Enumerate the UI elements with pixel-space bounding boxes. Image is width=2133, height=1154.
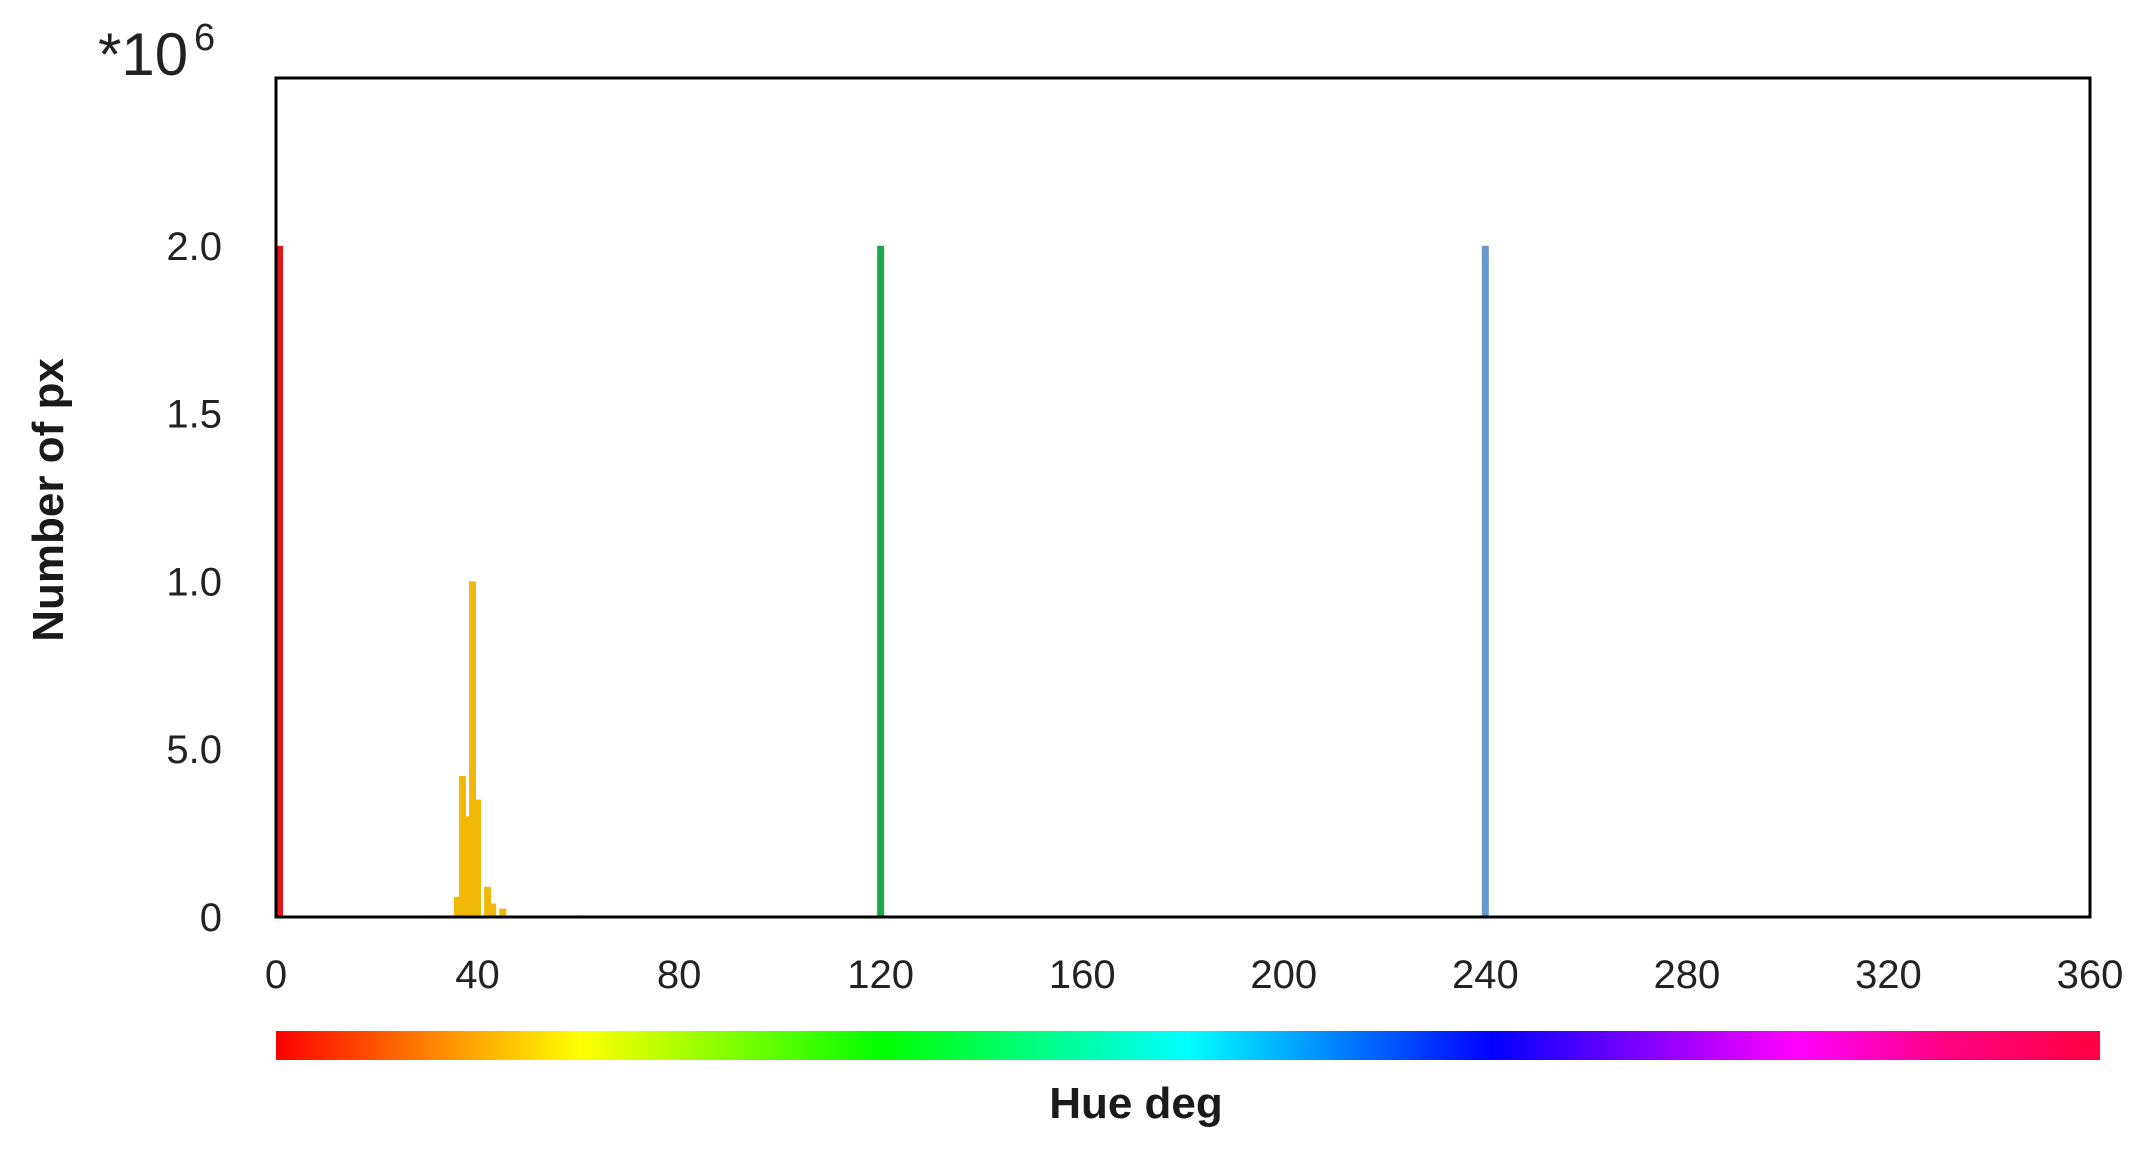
histogram-bar: [499, 908, 507, 917]
x-tick-label: 240: [1452, 953, 1519, 997]
histogram-bar: [469, 581, 477, 917]
data-marks: [276, 245, 1489, 918]
x-axis-title: Hue deg: [1049, 1079, 1223, 1128]
y-scale-label: *10: [98, 21, 188, 88]
histogram-bar: [484, 886, 492, 917]
y-tick-label: 2.0: [166, 225, 222, 269]
x-tick-label: 160: [1049, 953, 1116, 997]
plot-frame: [274, 76, 2092, 919]
histogram-bar: [1481, 245, 1489, 918]
histogram-bar: [474, 799, 482, 917]
histogram-bar: [458, 776, 466, 917]
x-tick-label: 360: [2057, 953, 2124, 997]
x-tick-label: 200: [1250, 953, 1317, 997]
histogram-bar: [489, 903, 497, 917]
x-axis-ticks: 0 40 80 120 160 200 240 280 320 360: [265, 953, 2124, 997]
hue-color-bar: [276, 1031, 2100, 1060]
x-tick-label: 120: [847, 953, 914, 997]
histogram-bar: [276, 245, 283, 918]
x-tick-label: 80: [657, 953, 702, 997]
histogram-bar: [463, 816, 471, 917]
y-tick-label: 5.0: [166, 728, 222, 772]
x-tick-label: 320: [1855, 953, 1922, 997]
histogram-bar: [453, 896, 461, 917]
y-scale-exponent: 6: [194, 17, 215, 59]
x-tick-label: 40: [455, 953, 500, 997]
y-axis-ticks: 0 5.0 1.0 1.5 2.0: [166, 225, 222, 940]
y-tick-label: 1.5: [166, 393, 222, 437]
x-tick-label: 280: [1654, 953, 1721, 997]
y-tick-label: 0: [200, 896, 222, 940]
y-axis-title: Number of px: [24, 358, 73, 642]
x-tick-label: 0: [265, 953, 287, 997]
histogram-bar: [877, 245, 885, 918]
y-tick-label: 1.0: [166, 560, 222, 604]
